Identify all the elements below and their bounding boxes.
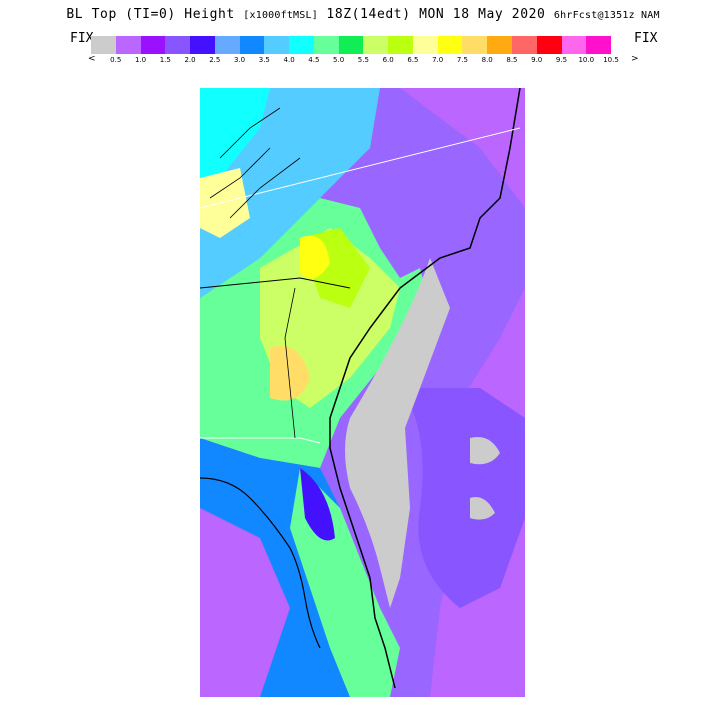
state-border-3 [284,287,296,439]
legend-swatch [536,36,562,54]
terrain-contours [209,107,301,219]
legend-swatch [437,36,463,54]
legend-swatch [338,36,364,54]
legend-tick-labels: 0.5 1.0 1.5 2.0 2.5 3.0 3.5 4.0 4.5 5.0 5.5 6.0 6.5 7… [91,56,619,66]
legend-swatch [388,36,413,54]
legend-tick-label: 0.5 [110,56,122,64]
legend-swatch [363,36,389,54]
legend-tick-label: 7.5 [456,56,468,64]
offshore-gray-patch-2 [470,497,495,520]
state-border-1 [200,277,351,289]
legend-swatch [487,36,513,54]
legend-swatch [313,36,339,54]
legend-tick-label: 8.5 [506,56,518,64]
state-border-2 [200,437,321,444]
legend-swatch [239,36,265,54]
forecast-map [200,88,525,697]
color-legend [91,36,612,54]
title-units: [x1000ftMSL] [243,10,318,21]
region-inland-yellow [300,235,330,279]
legend-tick-label: 6.0 [382,56,394,64]
legend-swatch [264,36,290,54]
legend-arrow-left: < [88,54,96,64]
coastal-gray-strip [345,258,450,608]
legend-tick-label: 4.5 [308,56,320,64]
title-main: BL Top (TI=0) Height [66,7,235,22]
legend-swatch [115,36,141,54]
legend-swatch [412,36,438,54]
legend-tick-label: 5.5 [357,56,369,64]
legend-swatch [91,36,116,54]
legend-tick-label: 2.0 [184,56,196,64]
fix-right-label: FIX [634,31,658,46]
legend-tick-label: 10.0 [578,56,595,64]
legend-tick-label: 3.0 [233,56,246,64]
legend-swatch [190,36,215,54]
legend-tick-label: 4.0 [283,56,295,64]
legend-swatch [289,36,314,54]
legend-swatch [165,36,191,54]
legend-swatch [462,36,488,54]
title-valid-time: 18Z(14edt) MON 18 May 2020 [326,7,546,22]
atlantic-coastline [329,88,521,689]
legend-tick-label: 2.5 [209,56,221,64]
region-southwest-purple [200,508,290,697]
legend-arrow-right: > [631,54,639,64]
gulf-coastline [200,477,321,649]
legend-swatch [512,36,537,54]
legend-swatch [214,36,240,54]
legend-tick-label: 6.5 [407,56,419,64]
legend-swatch [561,36,587,54]
map-title: BL Top (TI=0) Height [x1000ftMSL] 18Z(14… [0,7,726,22]
legend-tick-label: 5.0 [333,56,345,64]
map-canvas [200,88,525,697]
legend-tick-label: 3.5 [258,56,270,64]
fix-left-label: FIX [70,31,94,46]
legend-tick-label: 1.0 [134,56,147,64]
legend-tick-label: 8.0 [481,56,493,64]
region-dark-blue [300,468,335,541]
legend-swatch [586,36,612,54]
offshore-gray-patch [470,437,500,465]
ocean-region-mid [400,388,525,608]
legend-tick-label: 9.0 [531,56,543,64]
region-yellow-orange [270,346,310,401]
legend-tick-label: 7.0 [432,56,444,64]
legend-tick-label: 1.5 [159,56,171,64]
legend-tick-label: 9.5 [555,56,568,64]
title-forecast: 6hrFcst@1351z NAM [553,10,660,21]
legend-swatch [140,36,166,54]
region-nw-yellow [200,168,250,238]
legend-tick-label: 10.5 [603,56,619,64]
